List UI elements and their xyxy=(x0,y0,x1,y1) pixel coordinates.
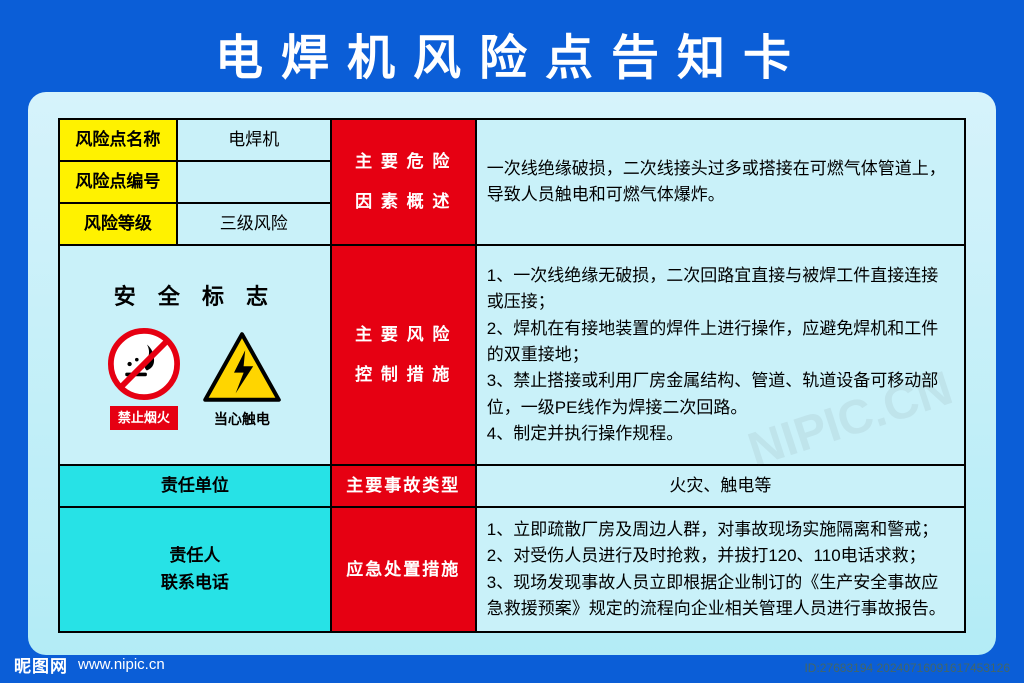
footer-site-name: 昵图网 xyxy=(14,652,68,677)
controls-label-line1: 主 要 风 险 xyxy=(342,322,465,348)
safety-signs-cell: 安 全 标 志 xyxy=(59,245,331,465)
value-emergency: 1、立即疏散厂房及周边人群，对事故现场实施隔离和警戒； 2、对受伤人员进行及时抢… xyxy=(476,507,965,632)
poster-outer: 电焊机风险点告知卡 NIPIC.CN 风险点名称 电焊机 主 要 危 险 因 素… xyxy=(0,0,1024,683)
resp-person-line2: 联系电话 xyxy=(70,570,320,596)
no-fire-icon xyxy=(108,328,180,400)
label-responsible-person: 责任人 联系电话 xyxy=(59,507,331,632)
electric-shock-icon xyxy=(202,331,282,403)
label-controls: 主 要 风 险 控 制 措 施 xyxy=(331,245,476,465)
table-row: 责任人 联系电话 应急处置措施 1、立即疏散厂房及周边人群，对事故现场实施隔离和… xyxy=(59,507,965,632)
footer-id: ID:27683194 20240716091617453126 xyxy=(804,661,1010,675)
label-hazard-summary: 主 要 危 险 因 素 概 述 xyxy=(331,119,476,245)
value-controls: 1、一次线绝缘无破损，二次回路宜直接与被焊工件直接连接或压接； 2、焊机在有接地… xyxy=(476,245,965,465)
shock-label: 当心触电 xyxy=(214,409,270,431)
value-accident-type: 火灾、触电等 xyxy=(476,465,965,507)
label-accident-type: 主要事故类型 xyxy=(331,465,476,507)
label-risk-name: 风险点名称 xyxy=(59,119,177,161)
footer-left: 昵图网 www.nipic.cn xyxy=(14,652,165,677)
value-risk-level: 三级风险 xyxy=(177,203,331,245)
poster-title: 电焊机风险点告知卡 xyxy=(0,0,1024,98)
table-row: 风险点名称 电焊机 主 要 危 险 因 素 概 述 一次线绝缘破损，二次线接头过… xyxy=(59,119,965,161)
label-responsible-unit: 责任单位 xyxy=(59,465,331,507)
value-hazard-summary: 一次线绝缘破损，二次线接头过多或搭接在可燃气体管道上，导致人员触电和可燃气体爆炸… xyxy=(476,119,965,245)
resp-person-line1: 责任人 xyxy=(70,543,320,569)
table-row: 责任单位 主要事故类型 火灾、触电等 xyxy=(59,465,965,507)
label-risk-level: 风险等级 xyxy=(59,203,177,245)
value-risk-code xyxy=(177,161,331,203)
controls-label-line2: 控 制 措 施 xyxy=(342,362,465,388)
value-risk-name: 电焊机 xyxy=(177,119,331,161)
no-fire-block: 禁止烟火 xyxy=(108,328,180,430)
label-risk-code: 风险点编号 xyxy=(59,161,177,203)
content-panel: NIPIC.CN 风险点名称 电焊机 主 要 危 险 因 素 概 述 一次线绝缘… xyxy=(28,92,996,655)
safety-signs-title: 安 全 标 志 xyxy=(70,280,320,314)
risk-card-table: 风险点名称 电焊机 主 要 危 险 因 素 概 述 一次线绝缘破损，二次线接头过… xyxy=(58,118,966,633)
hazard-label-line1: 主 要 危 险 xyxy=(342,149,465,175)
hazard-label-line2: 因 素 概 述 xyxy=(342,189,465,215)
safety-icons-row: 禁止烟火 当心触电 xyxy=(70,328,320,430)
footer-site-url: www.nipic.cn xyxy=(78,656,165,673)
label-emergency: 应急处置措施 xyxy=(331,507,476,632)
shock-block: 当心触电 xyxy=(202,331,282,431)
no-fire-label: 禁止烟火 xyxy=(110,406,178,430)
table-row: 安 全 标 志 xyxy=(59,245,965,465)
